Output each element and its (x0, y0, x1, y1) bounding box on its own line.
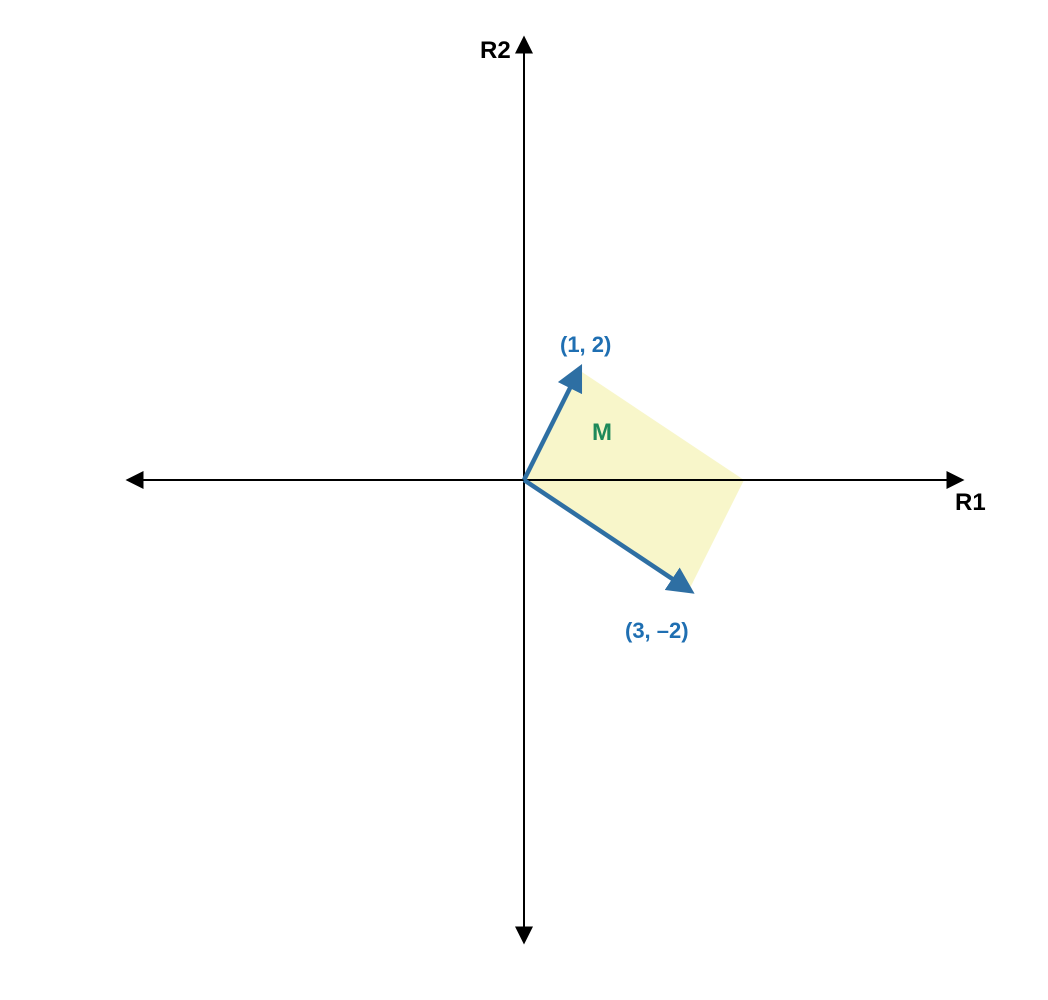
vector-diagram: R1 R2 (1, 2) (3, –2) M (0, 0, 1048, 1000)
vector-v1-label: (1, 2) (560, 332, 611, 357)
region-label-m: M (592, 419, 612, 446)
vector-v2-label: (3, –2) (625, 618, 689, 643)
diagram-svg: R1 R2 (1, 2) (3, –2) M (0, 0, 1048, 1000)
x-axis-label: R1 (955, 489, 986, 516)
y-axis-label: R2 (480, 37, 511, 64)
